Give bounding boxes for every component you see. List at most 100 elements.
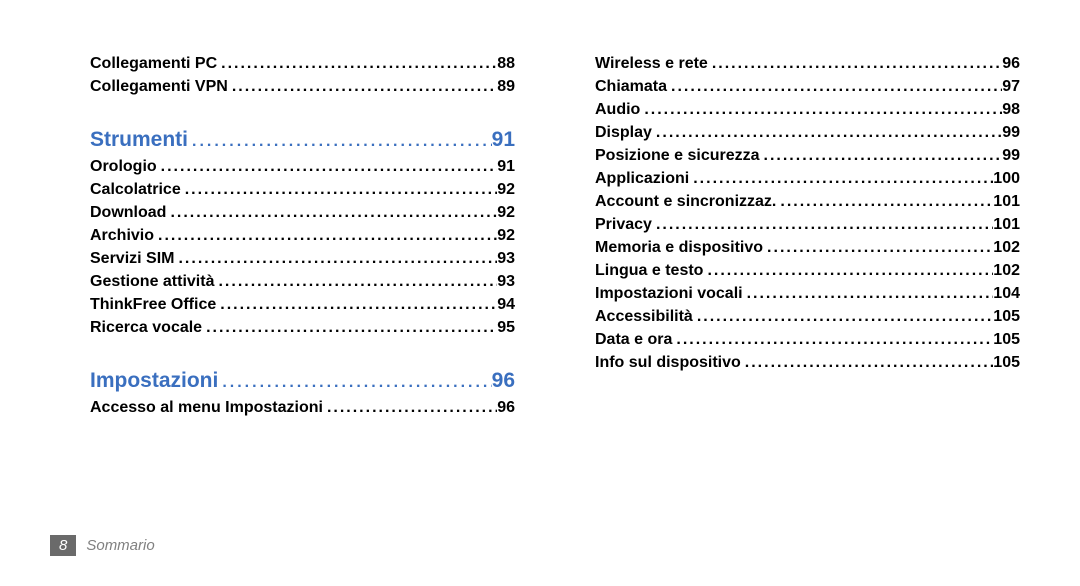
toc-entry-page: 98: [1002, 101, 1020, 119]
toc-entry-page: 99: [1002, 147, 1020, 165]
toc-entry-page: 94: [497, 296, 515, 314]
toc-left-column: Collegamenti PC 88 Collegamenti VPN 89 S…: [90, 50, 515, 422]
toc-entry-label: Accessibilità: [595, 308, 693, 326]
toc-entry-page: 101: [993, 216, 1020, 234]
toc-entry-label: Data e ora: [595, 331, 672, 349]
toc-entry-page: 105: [993, 308, 1020, 326]
footer-crumb: Sommario: [86, 537, 154, 554]
toc-entry-label: Applicazioni: [595, 170, 689, 188]
toc-entry-page: 97: [1002, 78, 1020, 96]
toc-dots: [214, 273, 497, 291]
toc-entry-label: Gestione attività: [90, 273, 214, 291]
toc-entry[interactable]: Gestione attività93: [90, 273, 515, 291]
toc-entry[interactable]: Accessibilità 105: [595, 308, 1020, 326]
toc-entry-label: Archivio: [90, 227, 154, 245]
toc-entry[interactable]: Ricerca vocale95: [90, 319, 515, 337]
toc-entry[interactable]: Impostazioni vocali104: [595, 285, 1020, 303]
toc-entry-label: Posizione e sicurezza: [595, 147, 760, 165]
toc-dots: [154, 227, 497, 245]
toc-entry[interactable]: Account e sincronizzaz. 101: [595, 193, 1020, 211]
toc-dots: [672, 331, 993, 349]
toc-entry-page: 96: [1002, 55, 1020, 73]
toc-entry-label: ThinkFree Office: [90, 296, 216, 314]
toc-entry-label: Lingua e testo: [595, 262, 703, 280]
toc-dots: [743, 285, 994, 303]
toc-entry-page: 93: [497, 250, 515, 268]
toc-entry[interactable]: Archivio 92: [90, 227, 515, 245]
toc-section-label: Strumenti: [90, 128, 188, 152]
toc-entry-label: Orologio: [90, 158, 157, 176]
toc-columns: Collegamenti PC 88 Collegamenti VPN 89 S…: [90, 50, 1020, 422]
toc-dots: [174, 250, 497, 268]
toc-entry-page: 101: [993, 193, 1020, 211]
toc-entry-page: 92: [497, 227, 515, 245]
toc-entry-page: 105: [993, 331, 1020, 349]
toc-section-label: Impostazioni: [90, 369, 218, 393]
toc-entry[interactable]: Posizione e sicurezza 99: [595, 147, 1020, 165]
toc-dots: [708, 55, 1002, 73]
toc-entry-page: 89: [497, 78, 515, 96]
toc-dots: [157, 158, 498, 176]
toc-page: Collegamenti PC 88 Collegamenti VPN 89 S…: [0, 0, 1080, 586]
toc-entry-page: 100: [993, 170, 1020, 188]
toc-dots: [166, 204, 497, 222]
toc-dots: [217, 55, 497, 73]
toc-entry[interactable]: Chiamata 97: [595, 78, 1020, 96]
toc-entry[interactable]: Collegamenti PC 88: [90, 55, 515, 73]
toc-section-heading[interactable]: Strumenti 91: [90, 128, 515, 152]
toc-dots: [640, 101, 1002, 119]
toc-dots: [652, 124, 1002, 142]
toc-entry[interactable]: Applicazioni 100: [595, 170, 1020, 188]
toc-dots: [188, 133, 492, 151]
toc-entry[interactable]: Collegamenti VPN 89: [90, 78, 515, 96]
toc-entry[interactable]: Orologio 91: [90, 158, 515, 176]
toc-entry-label: Collegamenti VPN: [90, 78, 228, 96]
toc-entry[interactable]: Calcolatrice 92: [90, 181, 515, 199]
toc-dots: [763, 239, 993, 257]
toc-dots: [228, 78, 497, 96]
toc-entry[interactable]: ThinkFree Office 94: [90, 296, 515, 314]
toc-entry-label: Info sul dispositivo: [595, 354, 741, 372]
toc-section-page: 91: [492, 128, 515, 152]
toc-entry[interactable]: Data e ora 105: [595, 331, 1020, 349]
toc-entry[interactable]: Wireless e rete96: [595, 55, 1020, 73]
toc-dots: [202, 319, 497, 337]
toc-section-heading[interactable]: Impostazioni 96: [90, 369, 515, 393]
toc-entry-label: Display: [595, 124, 652, 142]
toc-dots: [181, 181, 497, 199]
toc-entry[interactable]: Info sul dispositivo 105: [595, 354, 1020, 372]
toc-entry-page: 105: [993, 354, 1020, 372]
toc-entry-label: Privacy: [595, 216, 652, 234]
toc-entry-page: 96: [497, 399, 515, 417]
toc-entry[interactable]: Memoria e dispositivo102: [595, 239, 1020, 257]
toc-dots: [216, 296, 497, 314]
toc-entry-label: Memoria e dispositivo: [595, 239, 763, 257]
toc-entry-page: 92: [497, 204, 515, 222]
toc-entry-label: Collegamenti PC: [90, 55, 217, 73]
toc-dots: [652, 216, 993, 234]
toc-entry[interactable]: Display99: [595, 124, 1020, 142]
toc-entry[interactable]: Audio98: [595, 101, 1020, 119]
toc-entry-page: 92: [497, 181, 515, 199]
toc-entry-label: Download: [90, 204, 166, 222]
toc-entry[interactable]: Accesso al menu Impostazioni 96: [90, 399, 515, 417]
page-footer: 8 Sommario: [50, 535, 155, 556]
toc-dots: [667, 78, 1002, 96]
toc-entry-label: Chiamata: [595, 78, 667, 96]
toc-entry-label: Calcolatrice: [90, 181, 181, 199]
toc-entry-page: 104: [993, 285, 1020, 303]
toc-entry-page: 91: [497, 158, 515, 176]
toc-entry-page: 88: [497, 55, 515, 73]
toc-entry[interactable]: Lingua e testo102: [595, 262, 1020, 280]
toc-dots: [741, 354, 994, 372]
toc-dots: [760, 147, 1003, 165]
toc-dots: [218, 374, 491, 392]
toc-entry[interactable]: Download 92: [90, 204, 515, 222]
toc-dots: [703, 262, 993, 280]
toc-entry-page: 95: [497, 319, 515, 337]
toc-entry-label: Account e sincronizzaz.: [595, 193, 776, 211]
toc-entry[interactable]: Privacy 101: [595, 216, 1020, 234]
toc-entry[interactable]: Servizi SIM93: [90, 250, 515, 268]
toc-dots: [689, 170, 993, 188]
toc-entry-label: Accesso al menu Impostazioni: [90, 399, 323, 417]
